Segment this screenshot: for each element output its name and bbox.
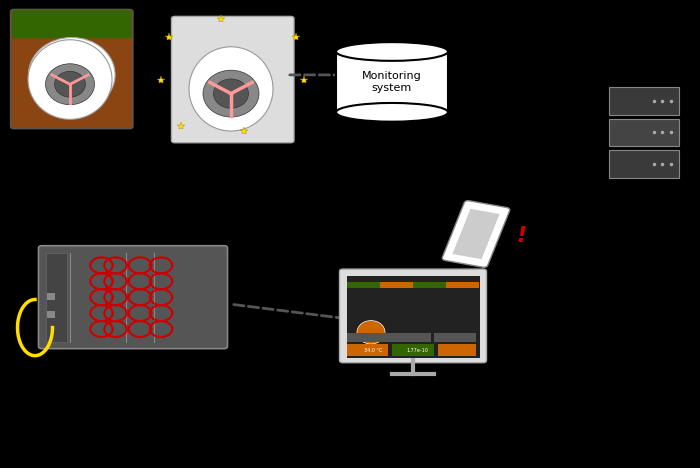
Bar (346, 282, 379, 288)
FancyBboxPatch shape (38, 246, 228, 349)
Ellipse shape (203, 70, 259, 117)
FancyBboxPatch shape (609, 150, 679, 178)
FancyBboxPatch shape (442, 201, 510, 267)
Bar (336, 51, 448, 112)
Bar (434, 333, 476, 342)
Bar (47, 311, 55, 318)
Bar (379, 282, 413, 288)
Bar (447, 282, 480, 288)
Bar (438, 344, 476, 356)
FancyBboxPatch shape (46, 253, 66, 342)
Ellipse shape (357, 321, 385, 344)
Ellipse shape (189, 47, 273, 131)
Text: !: ! (517, 227, 526, 246)
Bar (346, 344, 389, 356)
Ellipse shape (55, 71, 85, 97)
FancyBboxPatch shape (609, 119, 679, 146)
Ellipse shape (28, 40, 112, 119)
Ellipse shape (336, 103, 448, 122)
FancyBboxPatch shape (452, 209, 500, 259)
Bar (346, 333, 430, 342)
Ellipse shape (46, 64, 94, 105)
Bar (47, 292, 55, 300)
FancyBboxPatch shape (346, 276, 480, 358)
FancyBboxPatch shape (609, 87, 679, 115)
FancyBboxPatch shape (340, 269, 486, 363)
FancyBboxPatch shape (12, 10, 132, 38)
Text: Monitoring
system: Monitoring system (362, 71, 422, 93)
Bar (413, 282, 447, 288)
Ellipse shape (214, 79, 248, 108)
FancyBboxPatch shape (10, 9, 133, 129)
Text: 1.77e-10: 1.77e-10 (406, 348, 428, 352)
Ellipse shape (336, 42, 448, 61)
Ellipse shape (29, 37, 115, 112)
Bar (392, 344, 434, 356)
FancyBboxPatch shape (172, 16, 294, 143)
Text: 34.0 °C: 34.0 °C (364, 348, 382, 352)
